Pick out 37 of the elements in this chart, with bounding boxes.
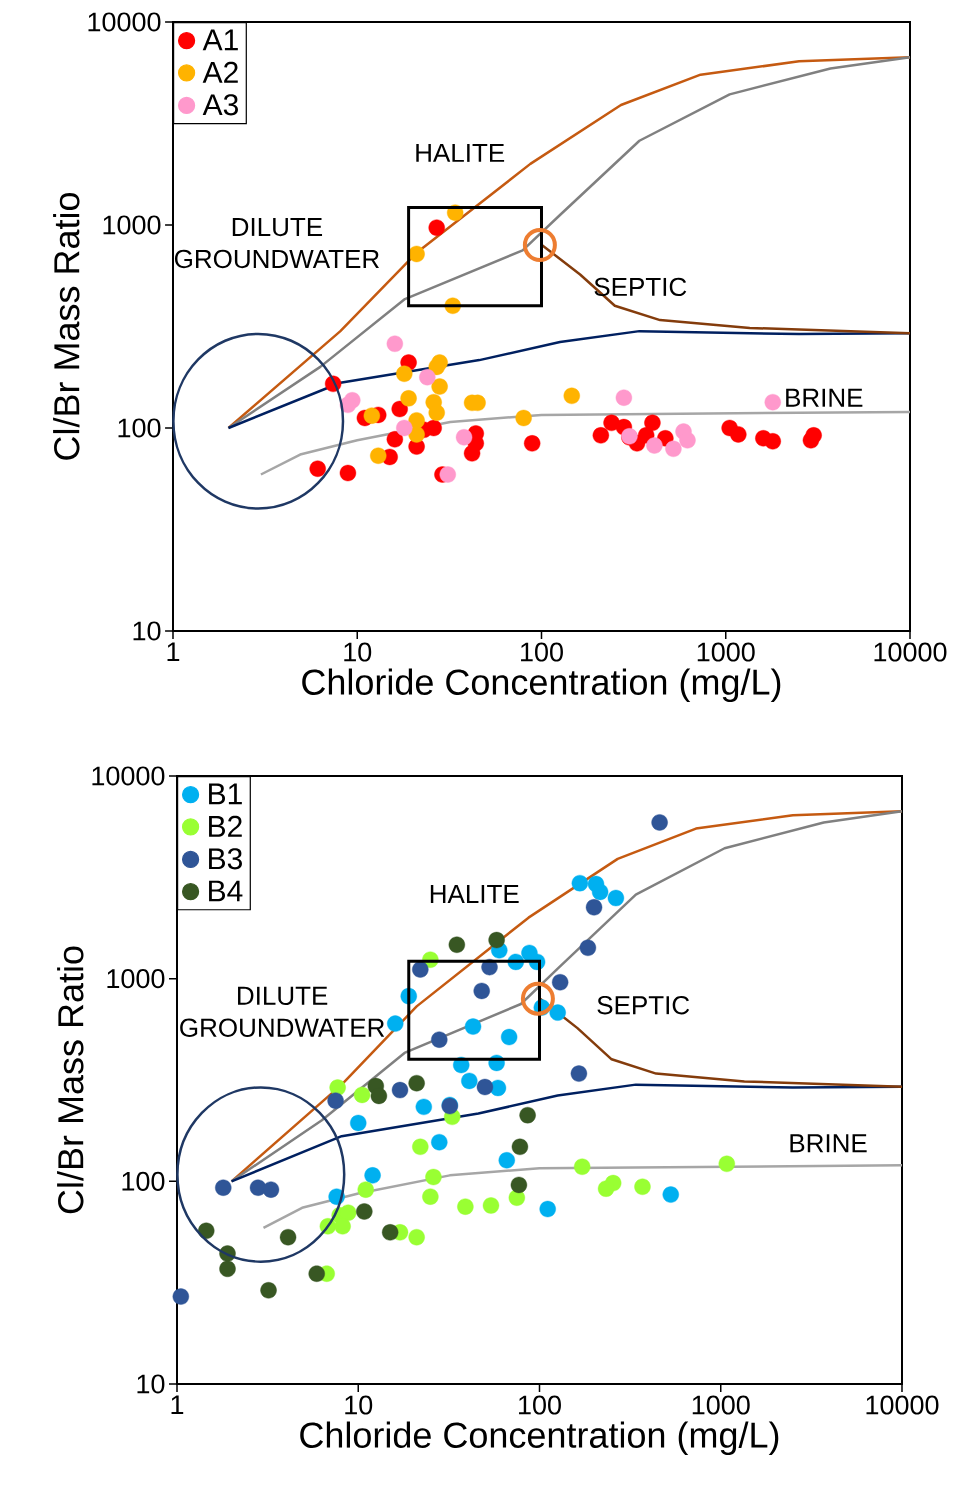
- y-tick-label: 10000: [88, 12, 161, 32]
- y-tick-label: 10: [133, 621, 161, 641]
- annotation: SEPTIC: [594, 277, 687, 297]
- x-tick-label: 10000: [874, 642, 947, 662]
- y-axis-title: Cl/Br Mass Ratio: [57, 946, 84, 1214]
- x-tick-label: 10000: [866, 1395, 939, 1415]
- legend-label: B3: [209, 848, 242, 870]
- x-tick-label: 1: [171, 1395, 184, 1415]
- legend-label: B2: [209, 815, 242, 837]
- y-tick-label: 10000: [92, 766, 165, 786]
- annotation: HALITE: [416, 143, 505, 162]
- x-axis-title: Chloride Concentration (mg/L): [300, 1421, 779, 1456]
- x-tick-label: 10: [344, 642, 372, 662]
- x-axis-title: Chloride Concentration (mg/L): [302, 668, 781, 703]
- legend-label: B1: [209, 783, 242, 805]
- x-tick-label: 1000: [697, 642, 755, 662]
- x-tick-label: 100: [521, 642, 563, 662]
- x-tick-label: 1: [167, 642, 180, 662]
- y-tick-label: 100: [118, 418, 161, 438]
- y-tick-label: 1000: [107, 969, 165, 989]
- annotation: DILUTE GROUNDWATER: [174, 217, 379, 269]
- annotation: HALITE: [430, 884, 519, 903]
- legend-label: B4: [209, 880, 243, 902]
- legend-label: A2: [202, 61, 238, 83]
- x-tick-label: 1000: [692, 1395, 750, 1415]
- x-tick-label: 10: [345, 1395, 373, 1415]
- y-tick-label: 10: [137, 1374, 165, 1394]
- y-tick-label: 1000: [103, 215, 161, 235]
- x-tick-label: 100: [519, 1395, 561, 1415]
- legend-label: A1: [202, 29, 238, 51]
- y-tick-label: 100: [122, 1171, 165, 1191]
- annotation: DILUTE GROUNDWATER: [180, 986, 385, 1037]
- annotation: BRINE: [786, 388, 863, 407]
- y-axis-title: Cl/Br Mass Ratio: [53, 193, 80, 460]
- annotation: BRINE: [790, 1134, 867, 1153]
- legend-label: A3: [202, 94, 238, 116]
- annotation: SEPTIC: [597, 995, 690, 1015]
